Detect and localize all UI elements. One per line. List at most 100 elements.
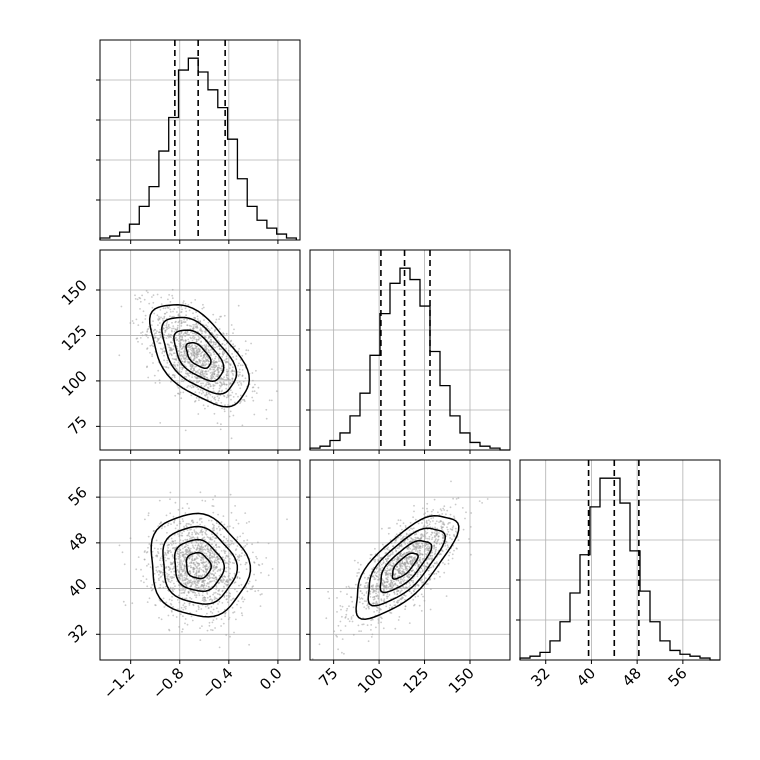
scatter-point <box>205 383 208 385</box>
scatter-point <box>192 335 195 337</box>
scatter-point <box>188 309 191 312</box>
scatter-point <box>196 562 199 565</box>
scatter-point <box>209 595 211 598</box>
scatter-point <box>203 385 206 388</box>
scatter-point <box>425 526 428 528</box>
scatter-point <box>348 620 351 623</box>
scatter-point <box>213 592 216 594</box>
scatter-point <box>248 643 251 646</box>
scatter-point <box>486 498 489 500</box>
scatter-point <box>162 350 164 353</box>
scatter-point <box>153 572 156 575</box>
scatter-point <box>418 554 421 557</box>
scatter-point <box>181 574 184 577</box>
scatter-point <box>210 338 213 341</box>
scatter-point <box>432 517 435 519</box>
scatter-point <box>202 564 205 566</box>
scatter-point <box>231 353 234 355</box>
scatter-point <box>165 366 168 369</box>
scatter-point <box>403 553 405 555</box>
scatter-point <box>193 563 196 566</box>
scatter-point <box>220 390 223 393</box>
scatter-point <box>241 364 244 367</box>
scatter-point <box>454 527 457 530</box>
scatter-point <box>410 569 413 572</box>
scatter-point <box>177 550 179 553</box>
scatter-point <box>243 598 246 601</box>
scatter-point <box>190 582 193 584</box>
contour-line <box>367 527 447 607</box>
scatter-point <box>169 561 172 564</box>
scatter-point <box>183 346 186 349</box>
scatter-point <box>190 345 193 348</box>
scatter-point <box>159 559 161 562</box>
scatter-point <box>235 519 238 521</box>
scatter-point <box>216 527 218 530</box>
scatter-point <box>141 321 144 324</box>
scatter-point <box>395 539 397 542</box>
scatter-point <box>318 643 321 646</box>
scatter-point <box>409 563 412 566</box>
scatter-point <box>351 620 354 623</box>
scatter-point <box>223 585 225 588</box>
scatter-point <box>435 572 438 575</box>
scatter-point <box>257 563 260 566</box>
scatter-point <box>452 497 454 500</box>
scatter-point <box>442 562 444 564</box>
scatter-point <box>171 321 173 324</box>
scatter-point <box>244 353 247 355</box>
scatter-point <box>200 330 203 333</box>
scatter-point <box>446 509 449 512</box>
scatter-point <box>172 542 175 545</box>
scatter-point <box>212 556 215 558</box>
scatter-point <box>183 567 186 569</box>
scatter-point <box>171 562 174 565</box>
scatter-point <box>203 344 206 347</box>
scatter-point <box>134 294 136 297</box>
scatter-point <box>144 550 146 552</box>
scatter-point <box>178 352 181 355</box>
panel-hist-1 <box>306 249 511 454</box>
scatter-point <box>223 352 226 355</box>
scatter-point <box>189 547 192 550</box>
scatter-point <box>201 307 204 310</box>
scatter-point <box>146 348 148 350</box>
scatter-point <box>179 351 182 353</box>
scatter-point <box>435 546 437 549</box>
scatter-point <box>398 569 401 572</box>
scatter-point <box>212 343 215 345</box>
scatter-point <box>217 560 220 563</box>
scatter-point <box>397 575 399 578</box>
scatter-point <box>230 511 233 514</box>
scatter-point <box>397 558 400 561</box>
scatter-point <box>219 558 222 561</box>
scatter-point <box>177 548 180 551</box>
scatter-point <box>227 378 230 381</box>
scatter-point <box>187 550 190 553</box>
scatter-point <box>435 538 437 540</box>
scatter-point <box>403 571 405 574</box>
scatter-point <box>193 531 196 533</box>
scatter-point <box>408 529 411 531</box>
scatter-point <box>217 364 220 367</box>
scatter-point <box>200 608 203 610</box>
scatter-point <box>163 315 166 318</box>
scatter-point <box>196 318 199 320</box>
scatter-point <box>223 314 226 317</box>
scatter-point <box>207 550 209 553</box>
scatter-point <box>222 353 224 356</box>
scatter-point <box>177 361 180 364</box>
scatter-point <box>377 595 380 598</box>
scatter-point <box>200 369 203 371</box>
scatter-point <box>157 318 160 321</box>
scatter-point <box>442 537 445 539</box>
scatter-point <box>168 354 170 356</box>
scatter-point <box>244 544 247 547</box>
scatter-point <box>215 588 218 590</box>
scatter-point <box>418 559 421 562</box>
scatter-point <box>183 591 185 594</box>
scatter-point <box>189 596 191 599</box>
scatter-point <box>228 616 231 619</box>
scatter-point <box>200 575 203 578</box>
scatter-point <box>159 422 162 424</box>
